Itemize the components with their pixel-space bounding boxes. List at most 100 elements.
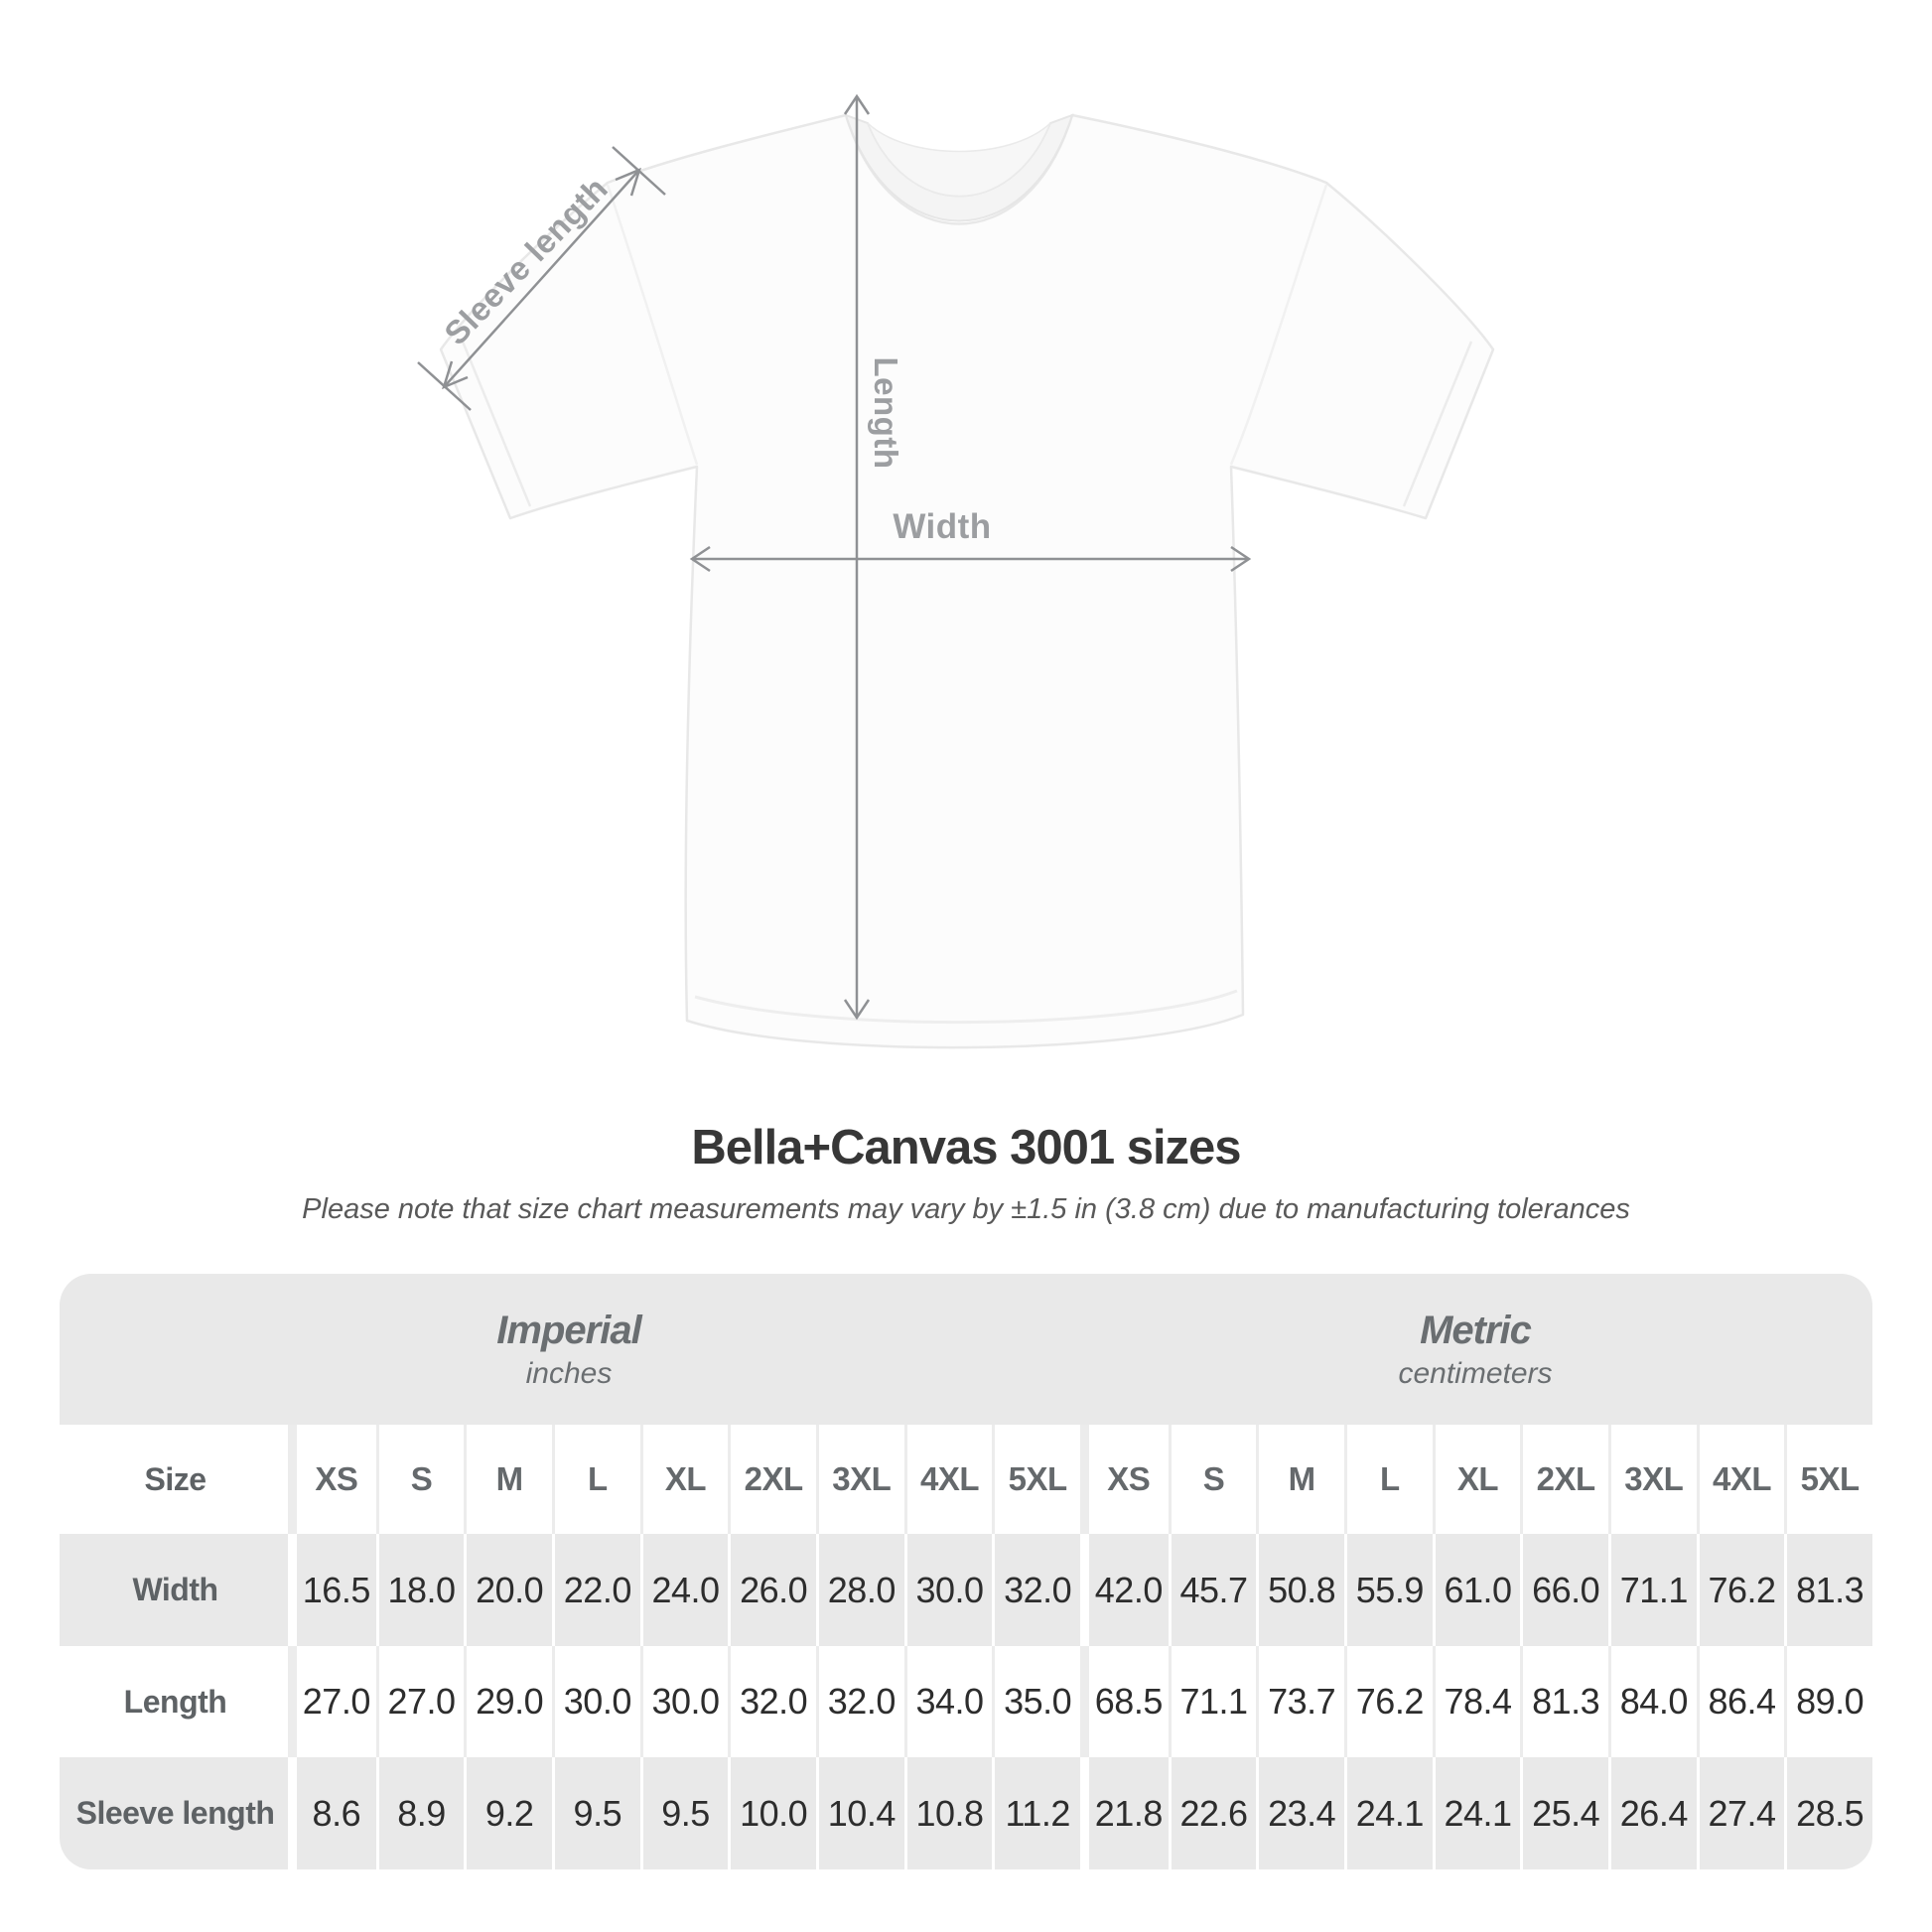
size-header-row: Size XS S M L XL 2XL 3XL 4XL 5XL XS S M L XL 2XL 3XL 4XL 5… bbox=[60, 1425, 1872, 1534]
table-cell: 55.9 bbox=[1343, 1534, 1433, 1646]
size-column-header: 2XL bbox=[728, 1425, 816, 1534]
table-cell: 42.0 bbox=[1079, 1534, 1169, 1646]
size-column-header: S bbox=[375, 1425, 465, 1534]
table-cell: 73.7 bbox=[1256, 1646, 1344, 1757]
right-cuff-seam bbox=[1402, 341, 1473, 507]
size-column-header: M bbox=[464, 1425, 552, 1534]
size-column-header: 2XL bbox=[1520, 1425, 1608, 1534]
table-cell: 61.0 bbox=[1432, 1534, 1521, 1646]
table-cell: 11.2 bbox=[992, 1757, 1080, 1869]
table-cell: 26.0 bbox=[728, 1534, 816, 1646]
size-header-label: Size bbox=[144, 1460, 207, 1497]
table-cell: 22.0 bbox=[551, 1534, 640, 1646]
length-arrow bbox=[843, 93, 871, 1021]
imperial-unit-label: inches bbox=[525, 1356, 613, 1390]
width-arrow bbox=[689, 545, 1252, 573]
table-row: Width 16.5 18.0 20.0 22.0 24.0 26.0 28.0 30.0 32.… bbox=[60, 1534, 1872, 1646]
left-armhole-seam bbox=[606, 184, 699, 466]
size-column-header: XL bbox=[639, 1425, 729, 1534]
left-cuff-seam bbox=[461, 341, 532, 507]
table-cell: 8.6 bbox=[288, 1757, 376, 1869]
table-cell: 28.0 bbox=[815, 1534, 904, 1646]
table-cell: 45.7 bbox=[1168, 1534, 1257, 1646]
table-cell: 30.0 bbox=[639, 1646, 729, 1757]
table-cell: 24.0 bbox=[639, 1534, 729, 1646]
size-column-header: 4XL bbox=[903, 1425, 993, 1534]
table-row: Length 27.0 27.0 29.0 30.0 30.0 32.0 32.0 34.0 35… bbox=[60, 1646, 1872, 1757]
table-cell: 84.0 bbox=[1607, 1646, 1697, 1757]
table-cell: 24.1 bbox=[1343, 1757, 1433, 1869]
table-cell: 27.0 bbox=[288, 1646, 376, 1757]
row-label: Length bbox=[123, 1683, 227, 1720]
table-cell: 50.8 bbox=[1256, 1534, 1344, 1646]
table-cell: 71.1 bbox=[1168, 1646, 1257, 1757]
unit-header-band: Imperial inches Metric centimeters bbox=[60, 1274, 1872, 1425]
size-column-header: 3XL bbox=[1607, 1425, 1697, 1534]
table-cell: 35.0 bbox=[992, 1646, 1080, 1757]
tshirt-outline bbox=[439, 113, 1495, 1049]
table-cell: 32.0 bbox=[815, 1646, 904, 1757]
size-column-header: 5XL bbox=[992, 1425, 1080, 1534]
table-cell: 32.0 bbox=[728, 1646, 816, 1757]
table-cell: 78.4 bbox=[1432, 1646, 1521, 1757]
row-label: Sleeve length bbox=[75, 1795, 275, 1831]
size-column-header: 4XL bbox=[1696, 1425, 1785, 1534]
page-title: Bella+Canvas 3001 sizes bbox=[691, 1121, 1241, 1174]
size-column-header: XS bbox=[288, 1425, 376, 1534]
table-cell: 26.4 bbox=[1607, 1757, 1697, 1869]
row-label: Width bbox=[132, 1572, 218, 1607]
table-cell: 28.5 bbox=[1784, 1757, 1872, 1869]
table-cell: 27.4 bbox=[1696, 1757, 1785, 1869]
table-cell: 66.0 bbox=[1520, 1534, 1608, 1646]
table-cell: 71.1 bbox=[1607, 1534, 1697, 1646]
metric-label: Metric bbox=[1420, 1308, 1532, 1352]
width-label: Width bbox=[893, 507, 992, 546]
right-armhole-seam bbox=[1229, 184, 1328, 466]
table-cell: 86.4 bbox=[1696, 1646, 1785, 1757]
size-column-header: 3XL bbox=[815, 1425, 904, 1534]
imperial-group-header: Imperial inches bbox=[60, 1274, 1078, 1425]
table-cell: 81.3 bbox=[1520, 1646, 1608, 1757]
length-label: Length bbox=[868, 356, 904, 470]
table-cell: 30.0 bbox=[903, 1534, 993, 1646]
table-cell: 10.0 bbox=[728, 1757, 816, 1869]
size-column-header: M bbox=[1256, 1425, 1344, 1534]
table-cell: 16.5 bbox=[288, 1534, 376, 1646]
hem-stitch bbox=[694, 989, 1238, 1025]
table-cell: 18.0 bbox=[375, 1534, 465, 1646]
sleeve-length-arrow bbox=[417, 146, 666, 411]
table-cell: 32.0 bbox=[992, 1534, 1080, 1646]
table-row: Sleeve length 8.6 8.9 9.2 9.5 9.5 10.0 10.4 10.8… bbox=[60, 1757, 1872, 1869]
table-cell: 81.3 bbox=[1784, 1534, 1872, 1646]
table-cell: 76.2 bbox=[1696, 1534, 1785, 1646]
table-cell: 9.5 bbox=[551, 1757, 640, 1869]
table-cell: 29.0 bbox=[464, 1646, 552, 1757]
table-cell: 23.4 bbox=[1256, 1757, 1344, 1869]
tolerance-note: Please note that size chart measurements… bbox=[302, 1193, 1630, 1225]
table-cell: 30.0 bbox=[551, 1646, 640, 1757]
size-column-header: 5XL bbox=[1784, 1425, 1872, 1534]
table-cell: 34.0 bbox=[903, 1646, 993, 1757]
table-cell: 22.6 bbox=[1168, 1757, 1257, 1869]
table-cell: 10.8 bbox=[903, 1757, 993, 1869]
table-cell: 89.0 bbox=[1784, 1646, 1872, 1757]
table-cell: 8.9 bbox=[375, 1757, 465, 1869]
size-column-header: XS bbox=[1079, 1425, 1169, 1534]
table-cell: 20.0 bbox=[464, 1534, 552, 1646]
collar-inner bbox=[867, 122, 1051, 198]
metric-group-header: Metric centimeters bbox=[1078, 1274, 1872, 1425]
metric-unit-label: centimeters bbox=[1398, 1356, 1553, 1390]
size-table: Imperial inches Metric centimeters Size X… bbox=[60, 1274, 1872, 1869]
imperial-label: Imperial bbox=[496, 1308, 641, 1352]
table-cell: 21.8 bbox=[1079, 1757, 1169, 1869]
size-column-header: L bbox=[1343, 1425, 1433, 1534]
table-cell: 68.5 bbox=[1079, 1646, 1169, 1757]
table-cell: 24.1 bbox=[1432, 1757, 1521, 1869]
table-cell: 9.2 bbox=[464, 1757, 552, 1869]
table-cell: 10.4 bbox=[815, 1757, 904, 1869]
table-cell: 27.0 bbox=[375, 1646, 465, 1757]
table-cell: 25.4 bbox=[1520, 1757, 1608, 1869]
table-rows: Size XS S M L XL 2XL 3XL 4XL 5XL XS S M L XL 2XL 3XL 4XL 5… bbox=[60, 1425, 1872, 1869]
